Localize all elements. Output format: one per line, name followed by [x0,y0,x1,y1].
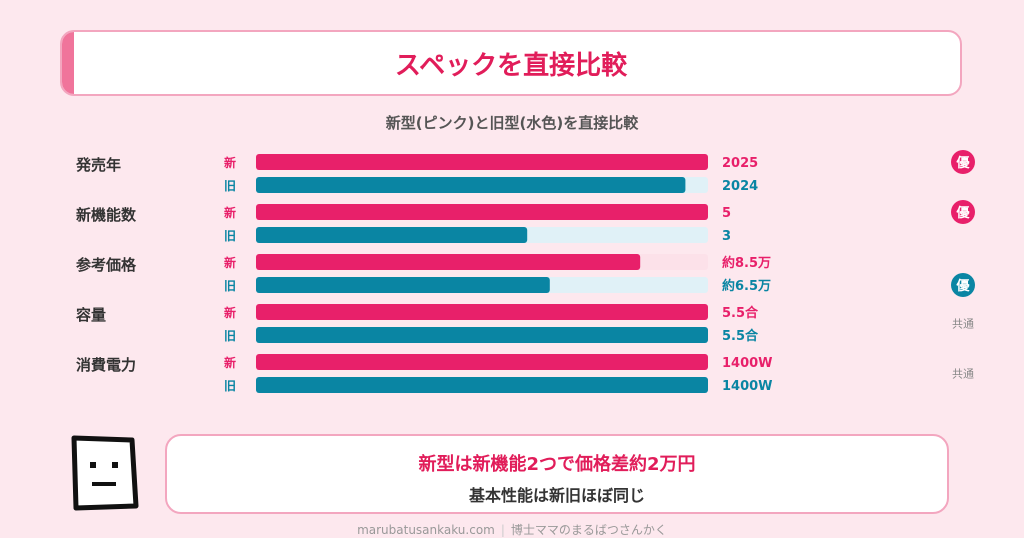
series-tag-new: 新 [224,155,236,170]
category-label: 消費電力 [76,356,136,374]
page-title: スペックを直接比較 [394,50,628,81]
bar-new [256,154,708,170]
title-box: スペックを直接比較 [60,30,962,96]
same-badge-label: 共通 [952,318,974,331]
title-accent [62,32,74,94]
chart-subtitle: 新型(ピンク)と旧型(水色)を直接比較 [385,114,639,132]
same-badge-label: 共通 [952,368,974,381]
value-label-old: 約6.5万 [722,278,771,294]
series-tag-new: 新 [224,355,236,370]
value-label-new: 5 [722,206,731,221]
comparison-chart: 発売年新 2025旧 2024優新機能数新 5旧 3優参考価格新約8.5万旧 約6.5万優… [75,150,975,394]
bar-new [256,354,708,370]
series-tag-new: 新 [224,205,236,220]
value-label-new: 1400W [722,356,773,371]
series-tag-old: 旧 [224,279,236,293]
footer-site[interactable]: marubatusankaku.com [357,523,495,537]
footer: marubatusankaku.com | 博士ママのまるばつさんかく [0,521,1024,538]
series-tag-old: 旧 [224,329,236,343]
bar-new [256,304,708,320]
mascot-icon [71,435,139,511]
summary-main: 新型は新機能2つで価格差約2万円 [418,454,696,475]
series-tag-new: 新 [224,305,236,320]
category-label: 容量 [75,306,106,324]
bar-new [256,254,641,270]
winner-badge-label: 優 [955,205,970,221]
value-label-new: 5.5合 [722,305,759,321]
value-label-old: 1400W [722,379,773,394]
bar-old [256,327,708,343]
category-label: 参考価格 [76,256,137,274]
bar-old [256,227,528,243]
value-label-old: 2024 [722,179,758,194]
footer-separator: | [500,523,505,537]
bar-old [256,377,708,393]
series-tag-old: 旧 [224,379,236,393]
bar-old [256,177,686,193]
bar-new [256,204,708,220]
winner-badge [951,150,975,174]
winner-badge-label: 優 [955,278,970,294]
category-label: 発売年 [75,156,121,174]
series-tag-new: 新 [224,255,236,270]
footer-author: 博士ママのまるばつさんかく [510,523,667,537]
winner-badge [951,273,975,297]
summary-box: 新型は新機能2つで価格差約2万円 基本性能は新旧ほぼ同じ [165,434,949,514]
winner-badge [951,200,975,224]
value-label-new: 約8.5万 [722,255,771,271]
value-label-old: 3 [722,229,731,244]
bar-old [256,277,550,293]
winner-badge-label: 優 [955,155,970,171]
series-tag-old: 旧 [224,179,236,193]
value-label-new: 2025 [722,156,758,171]
value-label-old: 5.5合 [722,328,759,344]
category-label: 新機能数 [76,206,137,224]
series-tag-old: 旧 [224,229,236,243]
summary-sub: 基本性能は新旧ほぼ同じ [468,486,645,505]
